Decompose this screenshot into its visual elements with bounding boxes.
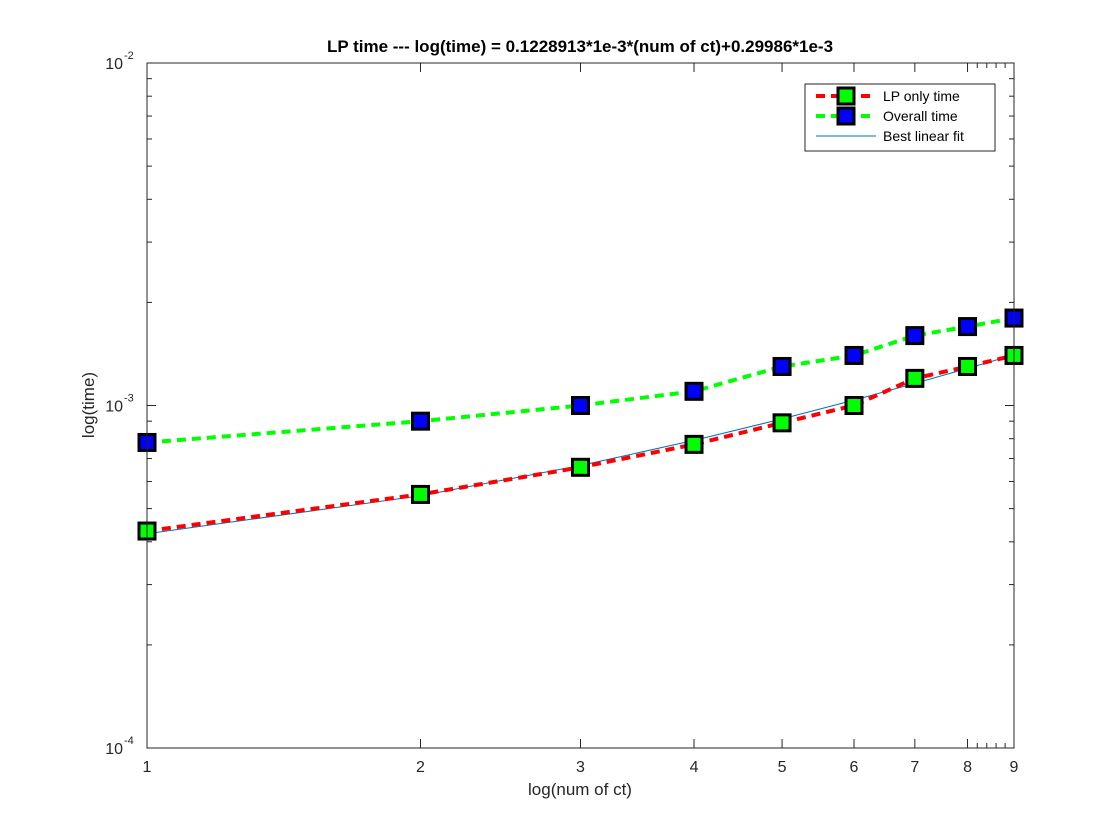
x-tick-label: 2 (416, 759, 425, 776)
data-point-overall-time (905, 326, 925, 346)
y-tick-exponent: -4 (124, 735, 134, 747)
data-point-overall-time (571, 396, 590, 415)
legend-marker-lp-only-time (836, 86, 856, 106)
series-line-lp-only-time (146, 353, 1015, 533)
x-tick-label: 4 (690, 759, 699, 776)
minor-ticks (147, 63, 1015, 748)
x-tick-label: 8 (963, 759, 972, 776)
data-point-overall-time (958, 317, 978, 337)
legend-label-lp-only-time: LP only time (883, 88, 960, 104)
legend-label-overall-time: Overall time (883, 108, 958, 124)
y-tick-exponent: -2 (124, 50, 134, 62)
legend-label-best-linear-fit: Best linear fit (883, 128, 964, 144)
legend: LP only time Overall time Best linear fit (804, 83, 996, 152)
y-tick-label: 10 (105, 741, 123, 758)
y-tick-exponent: -3 (124, 393, 134, 405)
x-axis-label: log(num of ct) (528, 780, 632, 799)
x-axis-ticks: 1 2 3 4 5 6 7 8 9 (143, 63, 1019, 776)
y-axis-label: log(time) (79, 372, 98, 438)
y-tick-label: 10 (105, 399, 123, 416)
x-tick-label: 1 (143, 759, 152, 776)
x-tick-label: 7 (910, 759, 919, 776)
data-point-overall-time (411, 411, 431, 431)
series-line-overall-time (146, 316, 1015, 445)
data-point-lp-only-time (958, 356, 978, 376)
chart-title: LP time --- log(time) = 0.1228913*1e-3*(… (327, 37, 833, 56)
data-point-lp-only-time (844, 396, 864, 415)
y-axis-ticks: 10-410-310-2 (105, 50, 1014, 758)
x-tick-label: 5 (778, 759, 787, 776)
data-point-overall-time (684, 381, 704, 401)
data-point-lp-only-time (772, 413, 792, 433)
data-point-lp-only-time (684, 434, 704, 454)
data-point-lp-only-time (905, 368, 925, 388)
x-tick-label: 9 (1010, 759, 1019, 776)
data-point-overall-time (772, 356, 792, 376)
x-tick-label: 6 (850, 759, 859, 776)
x-tick-label: 3 (576, 759, 585, 776)
data-point-overall-time (844, 345, 864, 365)
legend-marker-overall-time (836, 106, 856, 126)
data-point-lp-only-time (411, 484, 431, 504)
y-tick-label: 10 (105, 56, 123, 73)
data-point-lp-only-time (571, 457, 590, 477)
